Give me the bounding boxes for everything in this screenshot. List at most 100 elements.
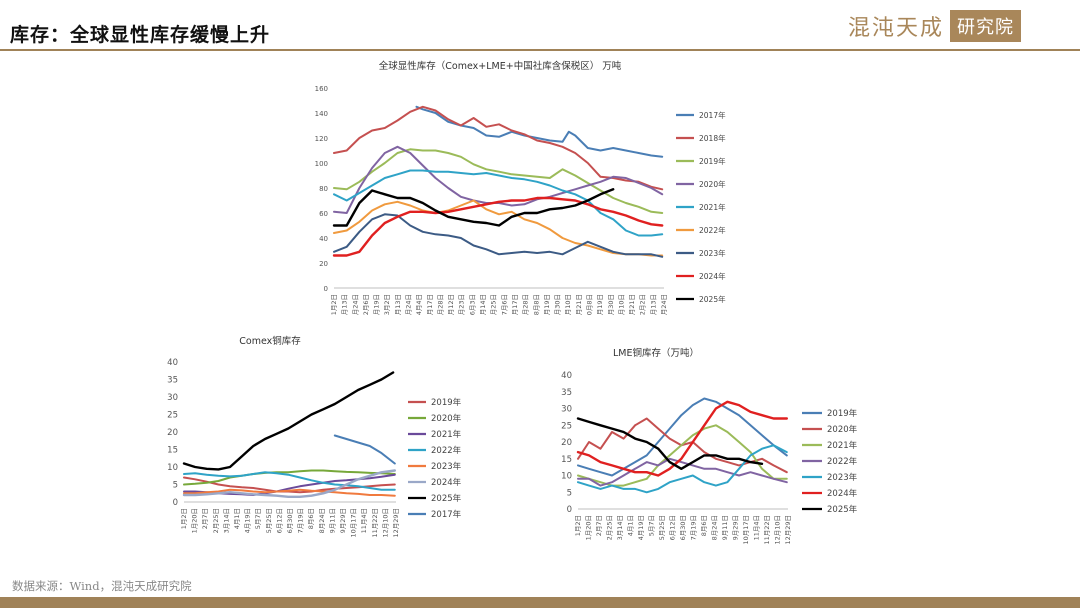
legend-label: 2022年 bbox=[827, 456, 858, 467]
source-note: 数据来源：Wind，混沌天成研究院 bbox=[12, 579, 192, 593]
y-tick-label: 0 bbox=[567, 505, 572, 515]
logo-box: 研究院 bbox=[950, 10, 1022, 42]
x-tick-label: 3月24日 bbox=[405, 294, 413, 315]
legend-label: 2023年 bbox=[431, 461, 462, 472]
x-tick-label: 12月24日 bbox=[660, 294, 668, 315]
y-tick-label: 160 bbox=[315, 85, 328, 93]
x-tick-label: 6月25日 bbox=[490, 294, 498, 315]
y-tick-label: 20 bbox=[319, 260, 328, 268]
series-line-2025 bbox=[576, 417, 764, 470]
x-tick-label: 2月19日 bbox=[373, 294, 381, 315]
x-tick-label: 9月11日 bbox=[328, 508, 336, 533]
x-tick-label: 5月7日 bbox=[648, 515, 656, 536]
x-tick-label: 4月19日 bbox=[244, 508, 252, 533]
chart-title: LME铜库存（万吨） bbox=[613, 347, 699, 359]
legend-label: 2021年 bbox=[431, 429, 462, 440]
legend-label: 2020年 bbox=[699, 179, 726, 189]
x-tick-label: 5月7日 bbox=[254, 508, 262, 529]
x-tick-label: 9月29日 bbox=[339, 508, 347, 533]
series-line-2021 bbox=[333, 169, 664, 237]
legend-label: 2024年 bbox=[827, 488, 858, 499]
series-line-2022 bbox=[183, 471, 396, 491]
title-bar: 库存：全球显性库存缓慢上升 混沌天成 研究院 bbox=[0, 0, 1080, 60]
y-tick-label: 20 bbox=[561, 438, 572, 448]
legend-label: 2019年 bbox=[699, 156, 726, 166]
x-tick-label: 4月4日 bbox=[415, 294, 423, 315]
series-line-2022 bbox=[333, 199, 664, 257]
y-tick-label: 120 bbox=[315, 135, 328, 143]
legend-label: 2022年 bbox=[431, 445, 462, 456]
page-title: 库存：全球显性库存缓慢上升 bbox=[10, 24, 271, 46]
x-tick-label: 4月28日 bbox=[436, 294, 444, 315]
x-tick-label: 3月13日 bbox=[394, 294, 402, 315]
y-tick-label: 5 bbox=[567, 488, 572, 498]
x-tick-label: 8月24日 bbox=[711, 515, 719, 540]
x-tick-label: 5月12日 bbox=[447, 294, 455, 315]
x-tick-label: 12月10日 bbox=[774, 515, 782, 545]
y-tick-label: 40 bbox=[319, 235, 328, 243]
y-tick-label: 10 bbox=[561, 472, 572, 482]
x-tick-label: 8月6日 bbox=[307, 508, 315, 529]
chart-title: Comex铜库存 bbox=[239, 335, 301, 347]
x-tick-label: 2月25日 bbox=[606, 515, 614, 540]
y-tick-label: 15 bbox=[167, 446, 178, 456]
legend-label: 2019年 bbox=[431, 397, 462, 408]
legend-label: 2025年 bbox=[431, 493, 462, 504]
x-tick-label: 7月28日 bbox=[522, 294, 530, 315]
x-tick-label: 8月6日 bbox=[700, 515, 708, 536]
legend-label: 2019年 bbox=[827, 408, 858, 419]
x-tick-label: 2月6日 bbox=[362, 294, 370, 315]
x-tick-label: 4月19日 bbox=[637, 515, 645, 540]
x-tick-label: 12月2日 bbox=[639, 294, 647, 315]
x-tick-label: 10月17日 bbox=[350, 508, 358, 538]
x-tick-label: 1月2日 bbox=[330, 294, 338, 315]
x-tick-label: 7月19日 bbox=[297, 508, 305, 533]
y-tick-label: 35 bbox=[561, 388, 572, 398]
series-line-2023 bbox=[333, 213, 664, 258]
x-tick-label: 11月21日 bbox=[628, 294, 636, 315]
legend-label: 2021年 bbox=[827, 440, 858, 451]
x-tick-label: 10月17日 bbox=[742, 515, 750, 545]
x-tick-label: 11月10日 bbox=[617, 294, 625, 315]
y-tick-label: 60 bbox=[319, 210, 328, 218]
x-tick-label: 12月29日 bbox=[784, 515, 792, 545]
x-tick-label: 5月25日 bbox=[658, 515, 666, 540]
legend-label: 2023年 bbox=[827, 472, 858, 483]
y-tick-label: 40 bbox=[167, 358, 178, 368]
series-line-2025 bbox=[182, 371, 395, 471]
series-line-2019 bbox=[333, 148, 664, 214]
y-tick-label: 100 bbox=[315, 160, 328, 168]
x-tick-label: 5月23日 bbox=[458, 294, 466, 315]
y-tick-label: 25 bbox=[167, 411, 178, 421]
x-tick-label: 6月12日 bbox=[669, 515, 677, 540]
global-inventory-chart: 全球显性库存（Comex+LME+中国社库含保税区） 万吨 0 20 40 60 80 10… bbox=[315, 60, 726, 315]
legend-label: 2025年 bbox=[699, 294, 726, 304]
y-tick-label: 80 bbox=[319, 185, 328, 193]
y-tick-label: 40 bbox=[561, 371, 572, 381]
x-tick-label: 11月22日 bbox=[371, 508, 379, 538]
x-tick-label: 5月25日 bbox=[265, 508, 273, 533]
y-tick-label: 30 bbox=[561, 405, 572, 415]
y-tick-label: 15 bbox=[561, 455, 572, 465]
legend-label: 2017年 bbox=[431, 509, 462, 520]
x-tick-label: 2月7日 bbox=[201, 508, 209, 529]
x-tick-label: 10月8日 bbox=[585, 294, 593, 315]
legend-label: 2017年 bbox=[699, 110, 726, 120]
x-tick-label: 11月22日 bbox=[763, 515, 771, 545]
x-tick-label: 7月6日 bbox=[500, 294, 508, 315]
x-tick-label: 11月4日 bbox=[360, 508, 368, 533]
series-line-2024 bbox=[182, 469, 396, 498]
x-tick-label: 3月14日 bbox=[222, 508, 230, 533]
title-divider bbox=[0, 49, 1080, 51]
x-tick-label: 1月24日 bbox=[351, 294, 359, 315]
series-line-2020 bbox=[183, 469, 396, 486]
company-logo: 混沌天成 研究院 bbox=[848, 10, 1022, 42]
x-tick-label: 6月12日 bbox=[275, 508, 283, 533]
x-tick-label: 7月19日 bbox=[690, 515, 698, 540]
x-tick-label: 3月2日 bbox=[383, 294, 391, 315]
x-tick-label: 1月20日 bbox=[585, 515, 593, 540]
x-tick-label: 1月20日 bbox=[191, 508, 199, 533]
series-line-2024 bbox=[332, 196, 664, 257]
x-tick-label: 8月19日 bbox=[543, 294, 551, 315]
x-tick-label: 4月17日 bbox=[426, 294, 434, 315]
